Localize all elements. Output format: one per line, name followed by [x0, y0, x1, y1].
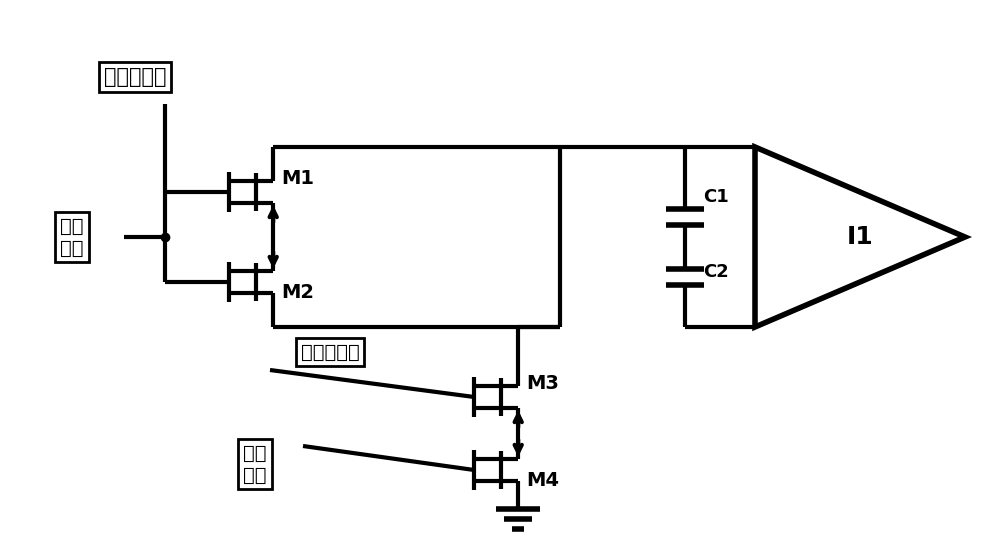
- Text: M1: M1: [281, 169, 314, 188]
- Text: 采样相时钟: 采样相时钟: [104, 67, 166, 87]
- Text: C1: C1: [703, 188, 729, 206]
- Text: M4: M4: [526, 471, 559, 491]
- Text: 输入
信号: 输入 信号: [243, 443, 267, 485]
- Text: 比较
电压: 比较 电压: [60, 216, 84, 257]
- Text: C2: C2: [703, 263, 729, 281]
- Text: M2: M2: [281, 284, 314, 302]
- Text: M3: M3: [526, 374, 559, 393]
- Text: 保持相时钟: 保持相时钟: [301, 342, 359, 362]
- Text: I1: I1: [847, 225, 873, 249]
